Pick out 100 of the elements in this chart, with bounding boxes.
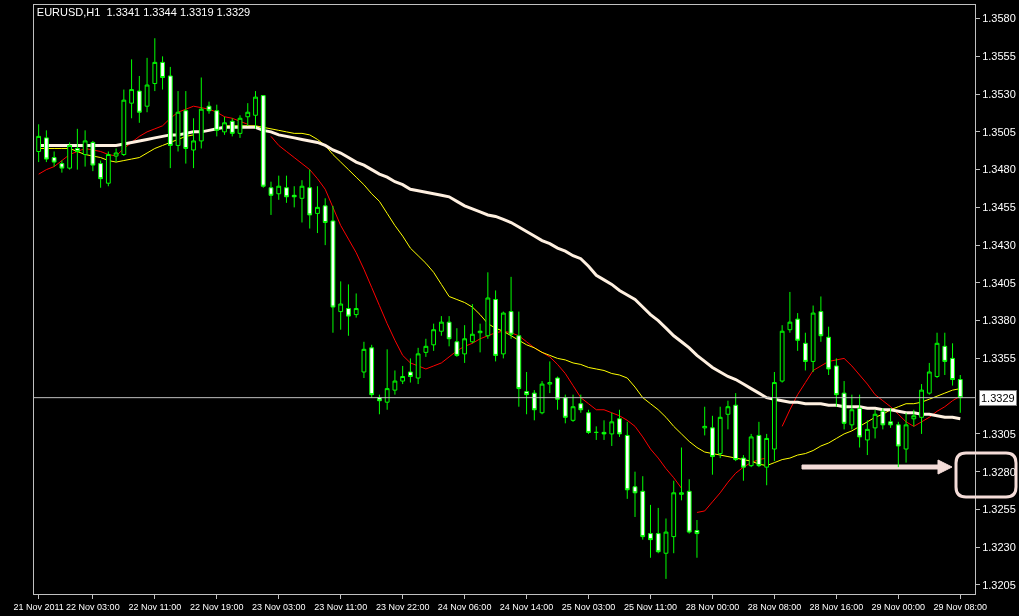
candlestick [105, 150, 111, 187]
candlestick [307, 169, 313, 230]
candlestick [725, 400, 731, 430]
chart-title: EURUSD,H1 1.3341 1.3344 1.3319 1.3329 [36, 5, 251, 18]
candlestick [857, 394, 862, 449]
y-tick-label: 1.3205 [982, 578, 1016, 591]
candlestick [144, 57, 150, 113]
candlestick [299, 179, 305, 223]
x-tick-label: 29 Nov 00:00 [871, 601, 926, 612]
candlestick [748, 433, 754, 468]
candlestick [260, 95, 266, 189]
x-tick-label: 21 Nov 2011 [13, 601, 64, 612]
candlestick [849, 394, 855, 430]
candlestick [361, 341, 367, 379]
x-tick-label: 23 Nov 03:00 [251, 601, 306, 612]
candlestick [338, 280, 344, 331]
candlestick [121, 89, 127, 157]
candlestick [772, 371, 777, 462]
candlestick [493, 289, 498, 362]
candlestick [67, 141, 73, 171]
y-tick-label: 1.3305 [982, 427, 1016, 440]
candlestick [191, 117, 196, 169]
candlestick [578, 394, 584, 414]
candlestick [508, 276, 514, 340]
candlestick [942, 332, 948, 376]
candlestick [717, 406, 723, 459]
candlestick [609, 412, 615, 447]
candlestick [462, 324, 468, 364]
candlestick [663, 517, 669, 580]
candlestick [516, 311, 522, 408]
candlestick [957, 374, 963, 414]
x-tick-label: 23 Nov 22:00 [375, 601, 430, 612]
candlestick [229, 117, 235, 137]
candlestick [113, 147, 119, 163]
candlestick [160, 55, 165, 91]
candlestick [90, 140, 96, 172]
y-tick-label: 1.3355 [982, 352, 1016, 365]
candlestick [531, 389, 537, 421]
y-tick-label: 1.3580 [982, 12, 1016, 25]
candlestick [431, 323, 437, 352]
candlestick [400, 365, 406, 385]
candlestick [222, 116, 227, 136]
candlestick [322, 197, 328, 246]
candlestick [640, 475, 646, 541]
y-tick-label: 1.3255 [982, 503, 1016, 516]
candlestick [183, 90, 189, 165]
candlestick [934, 332, 940, 379]
candlestick [485, 271, 491, 340]
candlestick [198, 76, 204, 149]
candlestick [36, 123, 42, 163]
candlestick [446, 315, 452, 347]
candlestick [268, 181, 274, 216]
candlestick [679, 447, 684, 501]
candlestick [756, 421, 762, 468]
candlestick [919, 383, 924, 435]
candlestick [555, 376, 560, 411]
candlestick [733, 392, 739, 462]
candlestick [377, 394, 382, 415]
x-tick-label: 28 Nov 16:00 [809, 601, 864, 612]
candlestick [253, 90, 258, 130]
candlestick [206, 101, 212, 115]
candlestick [59, 160, 65, 174]
candlestick [547, 360, 553, 394]
x-tick-label: 28 Nov 00:00 [685, 601, 740, 612]
candlestick [694, 519, 700, 559]
candlestick [477, 323, 483, 353]
candlestick [74, 128, 80, 171]
y-tick-label: 1.3380 [982, 314, 1016, 327]
candlestick [686, 478, 692, 535]
candlestick [818, 295, 824, 343]
candlestick [500, 311, 506, 359]
x-tick-label: 25 Nov 03:00 [561, 601, 616, 612]
candlestick [826, 326, 832, 376]
candlestick [469, 303, 475, 344]
candlestick [617, 409, 622, 438]
x-tick-label: 22 Nov 03:00 [66, 601, 120, 612]
x-tick-label: 24 Nov 14:00 [499, 601, 554, 612]
candlestick [872, 409, 878, 439]
candlestick [787, 291, 793, 334]
candlestick [392, 369, 398, 396]
candlestick [895, 421, 901, 468]
candlestick [315, 185, 320, 234]
candlestick [51, 150, 57, 168]
candlestick [369, 344, 375, 399]
x-tick-label: 24 Nov 06:00 [437, 601, 492, 612]
candlestick [415, 347, 421, 385]
candlestick [833, 357, 839, 408]
candlestick [864, 419, 870, 456]
candlestick [43, 129, 49, 163]
candlestick [903, 412, 909, 464]
candlestick [570, 394, 576, 423]
candlestick [384, 348, 390, 411]
y-tick-label: 1.3455 [982, 201, 1016, 214]
candlestick [276, 175, 282, 201]
candlestick [593, 425, 599, 441]
candlestick [950, 342, 955, 387]
candlestick [586, 409, 591, 435]
candlestick [330, 205, 336, 334]
candlestick [423, 338, 429, 358]
candlestick [810, 305, 816, 373]
